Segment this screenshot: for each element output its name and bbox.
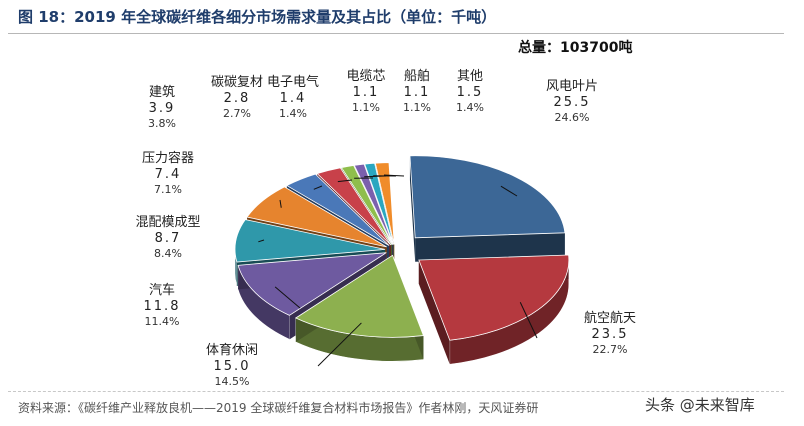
- slice-label-name: 航空航天: [584, 310, 636, 326]
- slice-label-percent: 1.1%: [352, 101, 380, 114]
- slice-label-name: 电缆芯: [346, 68, 385, 84]
- slice-label-value: 25.5: [554, 95, 591, 110]
- leader-line-3: [317, 322, 362, 367]
- slice-11: [364, 162, 394, 245]
- slice-label-value: 23.5: [592, 327, 629, 342]
- total-label: 总量：103700吨: [518, 39, 632, 56]
- footer-divider: [8, 391, 784, 392]
- slice-label-percent: 7.1%: [154, 183, 182, 196]
- slice-label-value: 3.9: [149, 101, 176, 116]
- slice-label-name: 混配模成型: [135, 215, 200, 230]
- slice-6: [246, 186, 387, 248]
- slice-label-name: 压力容器: [142, 150, 194, 166]
- slice-label-percent: 1.1%: [403, 101, 431, 114]
- slice-label-value: 15.0: [214, 359, 251, 374]
- watermark: 头条 @未来智库: [645, 396, 755, 414]
- slice-3: [294, 254, 425, 338]
- slice-label-value: 1.4: [280, 91, 307, 106]
- pie-tops: [234, 155, 570, 341]
- leader-line-12: [383, 174, 405, 177]
- slice-label-percent: 8.4%: [154, 247, 182, 260]
- leader-line-4: [274, 286, 301, 309]
- leader-line-8: [337, 179, 353, 183]
- slice-label-name: 其他: [457, 69, 483, 84]
- title-divider: [8, 33, 784, 34]
- slice-7: [286, 173, 390, 246]
- slice-label-value: 1.1: [353, 85, 380, 100]
- slice-4: [237, 252, 387, 316]
- slice-label-percent: 1.4%: [456, 101, 484, 114]
- slice-1: [409, 155, 566, 239]
- leader-line-7: [313, 185, 323, 190]
- slice-face-2-1: [418, 260, 450, 365]
- slice-5: [234, 219, 386, 263]
- leader-lines: [258, 174, 538, 367]
- slice-label-value: 11.8: [144, 299, 181, 314]
- slice-label-percent: 14.5%: [215, 375, 250, 388]
- slice-label-name: 风电叶片: [546, 79, 598, 94]
- slice-10: [353, 163, 394, 245]
- slice-label-value: 1.5: [457, 85, 484, 100]
- slice-label-name: 船舶: [404, 68, 430, 84]
- slice-label-name: 汽车: [149, 282, 175, 298]
- slice-8: [316, 167, 392, 246]
- leader-line-1: [500, 185, 518, 197]
- leader-line-6: [279, 199, 282, 208]
- slice-face-1-1: [415, 232, 565, 262]
- slice-label-percent: 22.7%: [593, 343, 628, 356]
- figure-title: 图 18：2019 年全球碳纤维各细分市场需求量及其占比（单位：千吨）: [18, 8, 497, 26]
- slice-label-value: 8.7: [155, 231, 182, 246]
- leader-line-5: [258, 239, 265, 243]
- slice-label-percent: 1.4%: [279, 107, 307, 120]
- slice-12: [374, 162, 395, 245]
- slice-label-name: 建筑: [149, 84, 175, 100]
- slice-label-percent: 11.4%: [145, 315, 180, 328]
- slice-label-value: 1.1: [404, 85, 431, 100]
- source-note: 资料来源：《碳纤维产业释放良机——2019 全球碳纤维复合材料市场报告》作者林刚…: [18, 401, 539, 415]
- slice-label-name: 电子电气: [267, 74, 319, 90]
- slice-label-percent: 3.8%: [148, 117, 176, 130]
- slice-label-percent: 2.7%: [223, 107, 251, 120]
- slice-label-percent: 24.6%: [555, 111, 590, 124]
- slice-label-value: 2.8: [224, 91, 251, 106]
- slice-9: [340, 165, 393, 245]
- slice-label-name: 碳碳复材: [211, 75, 263, 90]
- leader-line-2: [519, 302, 538, 339]
- slice-label-value: 7.4: [155, 167, 182, 182]
- slice-2: [418, 254, 570, 341]
- slice-label-name: 体育休闲: [206, 342, 258, 358]
